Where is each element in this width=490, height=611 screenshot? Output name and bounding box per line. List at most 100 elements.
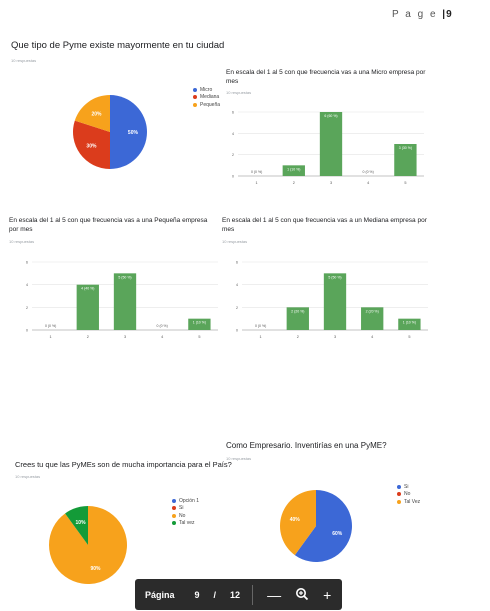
legend-dot-icon bbox=[193, 95, 197, 100]
importancia-title: Crees tu que las PyMEs son de mucha impo… bbox=[15, 460, 232, 469]
micro-x-tick: 2 bbox=[293, 181, 295, 185]
importancia-slice-3 bbox=[65, 506, 88, 545]
pyme-type-slice-2 bbox=[74, 95, 110, 132]
empresario-legend-item: Tal Vez bbox=[397, 498, 420, 506]
pyme-type-legend-label: Pequeña bbox=[200, 101, 221, 108]
pyme-type-legend-label: Micro bbox=[200, 86, 213, 93]
mediana-y-tick: 4 bbox=[236, 283, 238, 287]
micro-x-tick: 3 bbox=[330, 181, 332, 185]
zoom-in-button[interactable]: + bbox=[323, 586, 332, 603]
page-header: P a g e |9 bbox=[392, 9, 453, 20]
mediana-y-tick: 6 bbox=[236, 261, 238, 265]
importancia-pie-chart: 90% 10% bbox=[48, 506, 127, 584]
pequena-bar-chart: 0 2 4 6 0 (0 %) 1 4 (40 %) 2 5 (50 %) 3 0 (0 %) 4 1 … bbox=[26, 261, 218, 339]
empresario-legend-item: Si bbox=[397, 483, 420, 491]
mediana-y-tick: 0 bbox=[236, 329, 238, 333]
mediana-x-tick: 4 bbox=[371, 335, 373, 339]
pyme-type-legend-item: Micro bbox=[193, 86, 220, 94]
zoom-out-button[interactable]: — bbox=[267, 586, 282, 603]
pequena-data-label: 4 (40 %) bbox=[81, 287, 94, 291]
micro-data-label: 1 (10 %) bbox=[287, 167, 300, 171]
micro-y-tick: 6 bbox=[232, 111, 234, 115]
empresario-pie-chart: 60% 40% bbox=[280, 490, 352, 562]
empresario-legend-label: Si bbox=[404, 483, 409, 490]
legend-dot-icon bbox=[397, 499, 401, 504]
pequena-data-label: 0 (0 %) bbox=[157, 324, 168, 328]
pequena-responses: 10 respuestas bbox=[9, 239, 35, 244]
micro-y-tick: 2 bbox=[232, 153, 234, 157]
legend-dot-icon bbox=[397, 492, 401, 497]
total-pages: 12 bbox=[230, 589, 241, 600]
legend-dot-icon bbox=[193, 87, 197, 92]
mediana-bar bbox=[361, 307, 384, 330]
pequena-x-tick: 5 bbox=[198, 335, 200, 339]
pequena-x-tick: 4 bbox=[161, 335, 163, 339]
pequena-bar bbox=[188, 318, 211, 330]
pyme-type-slice-0 bbox=[110, 95, 147, 169]
mediana-bar bbox=[323, 273, 347, 330]
current-page-input[interactable]: 9 bbox=[194, 589, 200, 600]
empresario-legend-label: Tal Vez bbox=[404, 498, 421, 505]
pyme-type-slice-label: 30% bbox=[86, 143, 97, 149]
micro-x-tick: 1 bbox=[256, 181, 258, 185]
pyme-type-title: Que tipo de Pyme existe mayormente en tu… bbox=[11, 40, 225, 51]
page-header-label: P a g e bbox=[392, 9, 438, 20]
mediana-bar-chart: 0 2 4 6 0 (0 %) 1 2 (20 %) 2 5 (50 %) 3 2 (20 %) 4 1… bbox=[236, 261, 428, 339]
pequena-title: En escala del 1 al 5 con que frecuencia … bbox=[9, 217, 208, 233]
importancia-legend-item: Tal vez bbox=[172, 520, 199, 528]
empresario-slice-0 bbox=[294, 490, 352, 562]
pyme-type-slice-label: 20% bbox=[92, 111, 103, 117]
importancia-legend: Opción 1 Si No Tal vez bbox=[172, 497, 199, 527]
zoom-magnifier-icon bbox=[296, 587, 309, 600]
importancia-legend-label: Tal vez bbox=[179, 520, 195, 527]
micro-data-label: 0 (0 %) bbox=[251, 170, 262, 174]
empresario-title: Como Empresario. Inventirías en una PyME… bbox=[226, 441, 387, 450]
importancia-legend-label: Si bbox=[179, 505, 184, 512]
pequena-y-tick: 2 bbox=[26, 306, 28, 310]
micro-bar bbox=[282, 165, 305, 176]
importancia-legend-label: Opción 1 bbox=[179, 497, 200, 504]
importancia-legend-item: No bbox=[172, 512, 199, 520]
mediana-bar bbox=[398, 318, 421, 330]
mediana-x-tick: 5 bbox=[408, 335, 410, 339]
mediana-y-tick: 2 bbox=[236, 306, 238, 310]
micro-data-label: 3 (30 %) bbox=[399, 146, 412, 150]
mediana-bar bbox=[286, 307, 309, 330]
pequena-bar bbox=[76, 284, 99, 330]
pequena-x-tick: 1 bbox=[50, 335, 52, 339]
micro-x-tick: 4 bbox=[367, 181, 369, 185]
mediana-x-tick: 3 bbox=[334, 335, 336, 339]
mediana-responses: 10 respuestas bbox=[222, 239, 248, 244]
mediana-data-label: 2 (20 %) bbox=[366, 309, 379, 313]
legend-dot-icon bbox=[172, 498, 176, 503]
importancia-legend-label: No bbox=[179, 512, 186, 519]
pyme-type-legend-item: Pequeña bbox=[193, 101, 220, 109]
pequena-data-label: 1 (10 %) bbox=[193, 321, 206, 325]
micro-bar bbox=[319, 112, 343, 176]
legend-dot-icon bbox=[172, 513, 176, 518]
empresario-responses: 10 respuestas bbox=[226, 456, 252, 461]
pequena-data-label: 5 (50 %) bbox=[118, 275, 131, 279]
legend-dot-icon bbox=[172, 506, 176, 511]
importancia-legend-item: Opción 1 bbox=[172, 497, 199, 505]
micro-data-label: 0 (0 %) bbox=[363, 170, 374, 174]
mediana-data-label: 5 (50 %) bbox=[328, 275, 341, 279]
micro-y-tick: 0 bbox=[232, 175, 234, 179]
page-separator: / bbox=[213, 589, 217, 600]
pequena-data-label: 0 (0 %) bbox=[45, 324, 56, 328]
pequena-y-tick: 0 bbox=[26, 329, 28, 333]
pequena-y-tick: 4 bbox=[26, 283, 28, 287]
micro-data-label: 6 (60 %) bbox=[324, 114, 337, 118]
zoom-fit-button[interactable] bbox=[295, 587, 309, 603]
empresario-slice-label: 40% bbox=[290, 517, 301, 523]
importancia-slice-label: 10% bbox=[76, 520, 87, 526]
pyme-type-legend-label: Mediana bbox=[200, 94, 220, 101]
toolbar-divider bbox=[252, 584, 254, 605]
mediana-x-tick: 1 bbox=[260, 335, 262, 339]
pyme-type-pie-chart: 50% 30% 20% bbox=[73, 95, 147, 169]
mediana-data-label: 1 (10 %) bbox=[403, 321, 416, 325]
importancia-slice-label: 90% bbox=[90, 566, 101, 572]
pyme-type-slice-1 bbox=[73, 120, 110, 169]
importancia-slice-2 bbox=[48, 506, 127, 584]
pyme-type-slice-label: 50% bbox=[128, 130, 139, 136]
